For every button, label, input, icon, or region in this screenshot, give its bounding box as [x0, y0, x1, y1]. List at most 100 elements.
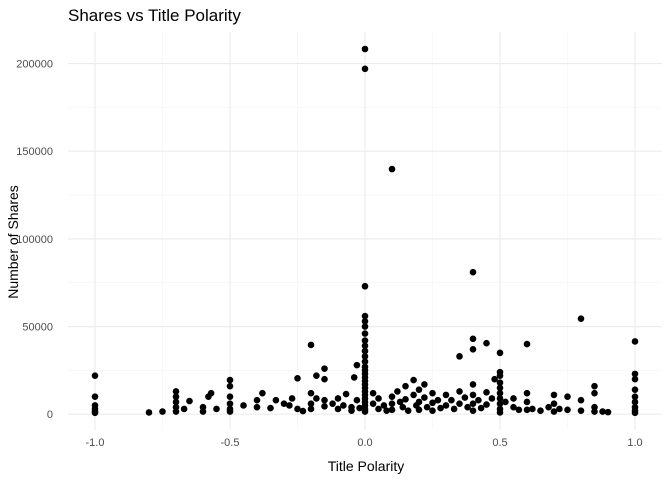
data-point — [477, 404, 485, 412]
x-tick-label: -1.0 — [86, 437, 105, 449]
data-point — [469, 346, 477, 353]
data-point — [496, 409, 504, 416]
data-point — [361, 408, 369, 415]
data-point — [415, 386, 423, 393]
data-point — [523, 406, 531, 414]
data-point — [496, 372, 504, 379]
data-point — [496, 384, 504, 392]
y-tick-label: 100000 — [16, 234, 53, 246]
data-point — [353, 361, 361, 369]
data-point — [415, 398, 423, 406]
data-point — [591, 382, 598, 390]
data-point — [321, 365, 328, 372]
data-point — [348, 407, 355, 415]
data-point — [321, 396, 328, 404]
data-point — [631, 398, 639, 406]
data-point — [294, 374, 301, 382]
data-point — [631, 409, 639, 417]
y-tick-label: 50000 — [22, 322, 53, 334]
data-point — [259, 389, 266, 397]
data-point — [491, 375, 498, 383]
data-point — [631, 370, 639, 378]
data-point — [288, 395, 296, 402]
data-point — [307, 405, 315, 413]
data-point — [469, 391, 477, 399]
data-point — [415, 406, 423, 414]
data-point — [361, 323, 369, 330]
data-point — [172, 408, 180, 415]
data-point — [145, 409, 153, 416]
data-point — [591, 408, 598, 415]
data-point — [361, 312, 369, 320]
data-point — [313, 395, 320, 402]
data-point — [631, 375, 639, 383]
y-tick-label: 200000 — [16, 59, 53, 71]
data-point — [396, 398, 404, 406]
data-point — [410, 391, 417, 399]
data-point — [321, 375, 328, 383]
data-point — [483, 401, 490, 408]
data-point — [464, 403, 471, 411]
x-tick-label: 1.0 — [627, 437, 642, 449]
data-point — [421, 381, 428, 388]
data-point — [483, 389, 490, 396]
x-axis-title: Title Polarity — [328, 458, 405, 474]
data-point — [91, 372, 99, 379]
x-tick-label: -0.5 — [221, 437, 240, 449]
data-point — [361, 282, 369, 290]
data-point — [456, 400, 463, 408]
data-point — [213, 405, 220, 413]
data-point — [361, 358, 369, 365]
data-point — [199, 408, 207, 415]
data-point — [286, 402, 293, 409]
data-point — [631, 393, 639, 400]
data-point — [399, 403, 407, 411]
y-axis-title: Number of Shares — [5, 185, 21, 299]
data-point — [523, 340, 531, 348]
data-point — [604, 408, 612, 416]
data-point — [172, 388, 180, 395]
data-point — [307, 341, 315, 349]
data-point — [361, 45, 369, 53]
data-point — [510, 403, 517, 411]
data-point — [496, 395, 504, 402]
data-point — [299, 407, 307, 415]
data-point — [280, 400, 288, 408]
data-point — [361, 317, 369, 325]
data-point — [334, 395, 342, 402]
data-point — [226, 408, 234, 415]
data-point — [523, 398, 531, 406]
data-point — [388, 400, 396, 408]
y-tick-label: 0 — [47, 409, 53, 421]
data-point — [267, 404, 274, 412]
data-point — [369, 400, 377, 408]
data-point — [529, 405, 536, 413]
data-point — [253, 403, 261, 411]
data-point — [226, 376, 234, 384]
data-point — [483, 339, 490, 347]
data-point — [442, 391, 450, 399]
data-point — [186, 397, 193, 405]
x-tick-label: 0.0 — [357, 437, 372, 449]
data-point — [226, 382, 234, 390]
data-point — [321, 403, 328, 410]
data-point — [545, 403, 552, 411]
data-point — [307, 400, 315, 408]
data-point — [356, 404, 363, 412]
data-point — [369, 389, 377, 397]
data-point — [353, 396, 361, 404]
data-point — [469, 268, 477, 276]
data-point — [429, 399, 436, 407]
data-point — [361, 342, 369, 350]
data-point — [402, 396, 409, 403]
data-point — [550, 400, 558, 408]
data-point — [550, 408, 558, 415]
y-tick-label: 150000 — [16, 146, 53, 158]
data-point — [461, 394, 469, 401]
data-point — [375, 395, 382, 402]
data-point — [272, 396, 280, 404]
data-point — [523, 389, 531, 397]
data-point — [515, 406, 523, 414]
data-point — [488, 395, 496, 402]
data-point — [564, 393, 571, 400]
